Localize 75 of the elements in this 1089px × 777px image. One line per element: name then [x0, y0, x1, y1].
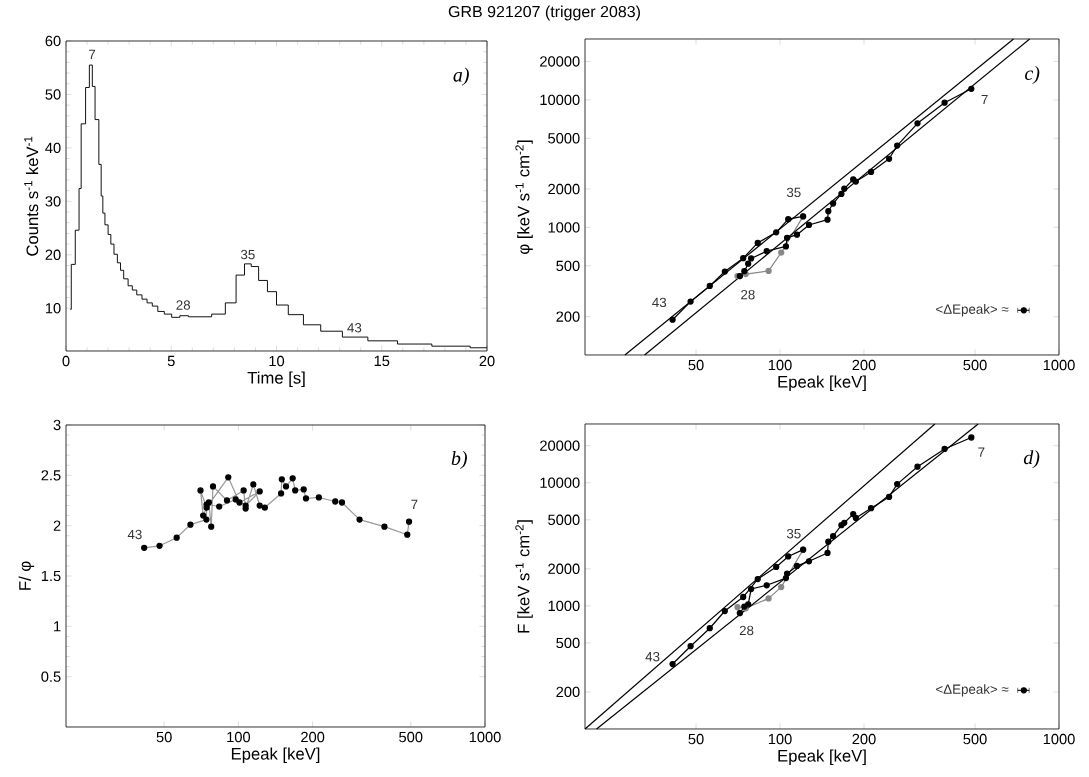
y-tick-label: 2.5 [41, 470, 61, 481]
annotation: 28 [739, 625, 754, 636]
y-tick-label: 30 [45, 196, 61, 207]
x-tick-label: 50 [156, 731, 172, 743]
y-tick-label: 2000 [548, 563, 580, 574]
x-tick-label: 500 [963, 733, 987, 745]
annotation: 28 [741, 289, 755, 300]
annotation: 35 [786, 187, 801, 198]
y-tick-label: 500 [556, 260, 580, 272]
x-tick-label: 200 [852, 359, 876, 371]
annotation: 35 [786, 528, 801, 539]
x-axis-title: Epeak [keV] [231, 747, 320, 764]
annotation: 43 [347, 323, 362, 333]
annotation: d) [1023, 450, 1040, 469]
annotation: b) [451, 450, 467, 470]
y-tick-label: 20 [45, 249, 61, 260]
text: GRB 921207 (trigger 2083) [448, 5, 640, 21]
x-tick-label: 500 [963, 359, 987, 371]
y-tick-label: 1 [54, 621, 61, 632]
y-tick-label: 200 [556, 311, 580, 322]
annotation: 7 [89, 49, 96, 59]
y-axis-title: F/ φ [18, 561, 35, 590]
x-tick-label: 20 [479, 355, 495, 367]
y-axis-title: φ [keV s$^{-1}$ cm$^{-2}$] [515, 140, 533, 254]
y-tick-label: 0.5 [41, 671, 61, 682]
x-tick-label: 1000 [1043, 359, 1075, 371]
x-tick-label: 15 [374, 355, 390, 367]
annotation: <ΔEpeak> ≈ [936, 304, 1009, 317]
x-tick-label: 200 [301, 731, 325, 743]
annotation: 43 [652, 297, 667, 308]
y-tick-label: 10000 [540, 477, 580, 488]
x-tick-label: 100 [768, 733, 792, 745]
y-tick-label: 200 [556, 686, 580, 698]
x-tick-label: 1000 [469, 731, 501, 743]
x-axis-title: Epeak [keV] [778, 375, 866, 392]
y-tick-label: 1000 [548, 222, 580, 233]
annotation: 35 [240, 249, 255, 260]
annotation: 28 [176, 300, 191, 310]
y-tick-label: 2000 [548, 183, 580, 195]
annotation: <ΔEpeak> ≈ [936, 684, 1009, 697]
x-tick-label: 200 [852, 733, 876, 745]
x-tick-label: 50 [688, 733, 704, 745]
annotation: c) [1025, 65, 1040, 85]
x-tick-label: 500 [399, 731, 423, 743]
y-tick-label: 500 [556, 637, 580, 649]
y-tick-label: 60 [45, 35, 61, 47]
y-tick-label: 5000 [548, 514, 580, 525]
x-tick-label: 100 [768, 359, 792, 371]
y-tick-label: 3 [53, 419, 61, 431]
x-tick-label: 5 [167, 355, 175, 367]
annotation: 7 [978, 447, 985, 457]
x-tick-label: 1000 [1043, 733, 1075, 745]
y-tick-label: 20000 [540, 440, 580, 451]
y-tick-label: 1000 [548, 600, 580, 612]
y-tick-label: 5000 [548, 133, 580, 144]
y-axis-title: Counts s$^{-1}$ keV$^{-1}$ [24, 136, 39, 256]
x-tick-label: 10 [269, 355, 285, 367]
annotation: a) [453, 67, 469, 86]
annotation: 7 [411, 499, 418, 509]
x-tick-label: 50 [688, 359, 704, 371]
x-axis-title: Time [s] [247, 371, 305, 388]
x-tick-label: 0 [62, 355, 70, 367]
x-tick-label: 100 [227, 731, 251, 743]
x-axis-title: Epeak [keV] [778, 749, 866, 766]
annotation: 43 [127, 529, 142, 540]
y-tick-label: 1.5 [41, 570, 61, 582]
y-tick-label: 2 [53, 520, 61, 531]
y-axis-title: F [keV s$^{-1}$ cm$^{-2}$] [515, 520, 533, 633]
annotation: 7 [981, 94, 988, 105]
y-tick-label: 10 [45, 303, 61, 314]
y-tick-label: 50 [45, 89, 61, 100]
y-tick-label: 10000 [540, 94, 580, 106]
y-tick-label: 20000 [540, 56, 580, 67]
annotation: 43 [645, 651, 660, 662]
y-tick-label: 40 [45, 142, 61, 154]
